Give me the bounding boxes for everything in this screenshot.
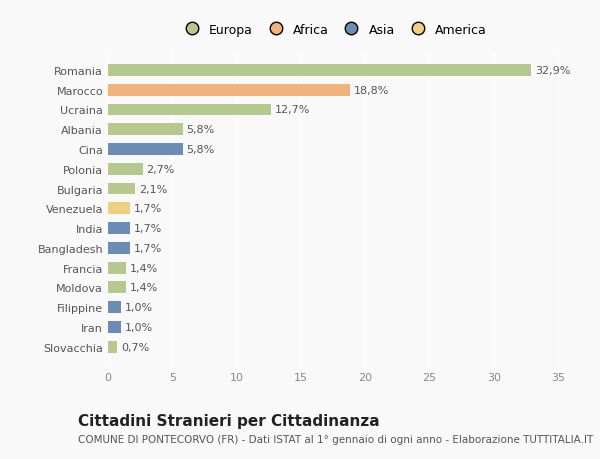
Text: 1,7%: 1,7% [134, 224, 162, 234]
Bar [108, 282, 126, 294]
Text: 18,8%: 18,8% [353, 85, 389, 95]
Text: 32,9%: 32,9% [535, 66, 570, 76]
Bar [108, 302, 121, 313]
Text: 0,7%: 0,7% [121, 342, 149, 352]
Bar [108, 163, 143, 175]
Bar [108, 124, 182, 136]
Bar [108, 203, 130, 215]
Bar [108, 321, 121, 333]
Text: 5,8%: 5,8% [187, 145, 215, 155]
Bar [108, 341, 117, 353]
Bar [108, 242, 130, 254]
Legend: Europa, Africa, Asia, America: Europa, Africa, Asia, America [174, 19, 492, 42]
Bar [108, 144, 182, 156]
Text: 1,0%: 1,0% [125, 302, 153, 313]
Text: 1,0%: 1,0% [125, 322, 153, 332]
Text: 1,4%: 1,4% [130, 263, 158, 273]
Bar [108, 65, 531, 77]
Text: 1,7%: 1,7% [134, 243, 162, 253]
Text: 12,7%: 12,7% [275, 105, 311, 115]
Text: Cittadini Stranieri per Cittadinanza: Cittadini Stranieri per Cittadinanza [78, 413, 380, 428]
Text: COMUNE DI PONTECORVO (FR) - Dati ISTAT al 1° gennaio di ogni anno - Elaborazione: COMUNE DI PONTECORVO (FR) - Dati ISTAT a… [78, 434, 593, 444]
Text: 2,1%: 2,1% [139, 184, 167, 194]
Text: 1,4%: 1,4% [130, 283, 158, 293]
Bar [108, 262, 126, 274]
Bar [108, 104, 271, 116]
Bar [108, 183, 135, 195]
Text: 2,7%: 2,7% [146, 164, 175, 174]
Text: 5,8%: 5,8% [187, 125, 215, 135]
Bar [108, 223, 130, 235]
Text: 1,7%: 1,7% [134, 204, 162, 214]
Bar [108, 84, 350, 96]
